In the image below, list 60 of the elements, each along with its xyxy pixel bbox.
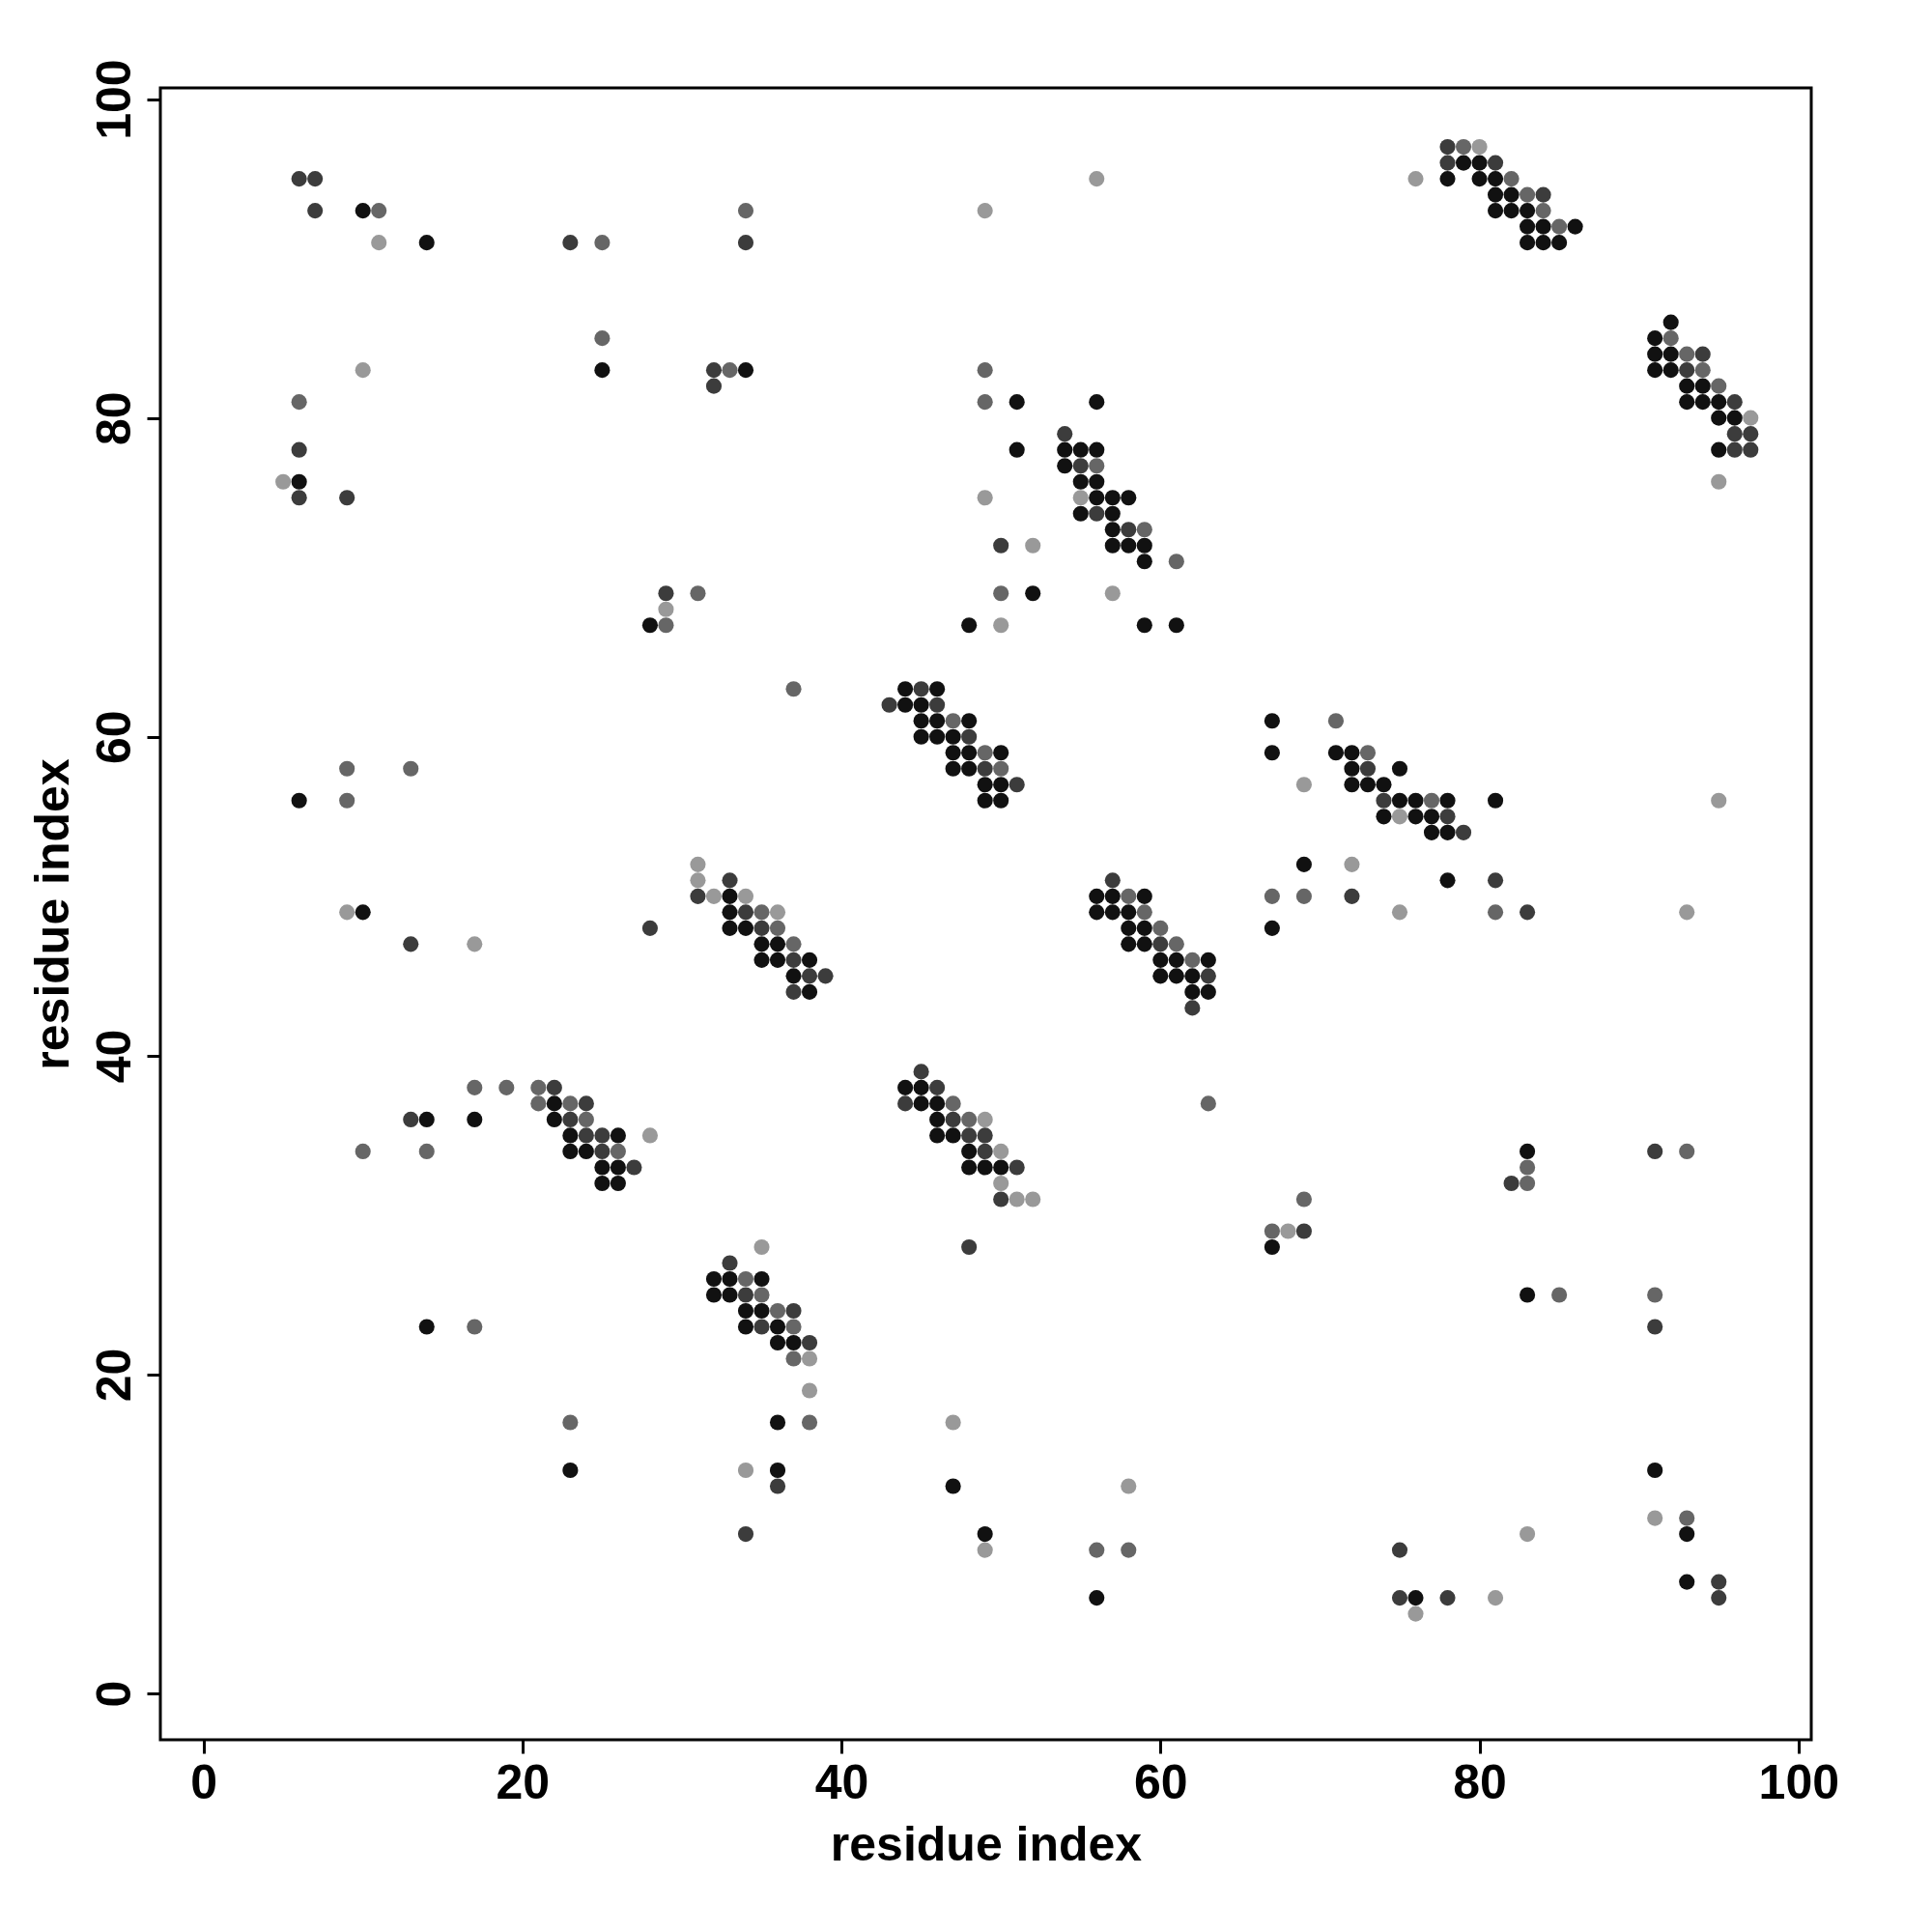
point <box>1743 410 1759 426</box>
point <box>690 856 706 872</box>
point <box>977 490 993 506</box>
point <box>769 904 786 921</box>
point <box>355 362 371 379</box>
point <box>1407 1605 1424 1622</box>
point <box>1647 1510 1663 1526</box>
y-tick-label: 80 <box>86 391 141 445</box>
point <box>690 872 706 889</box>
x-tick-label: 40 <box>814 1754 869 1809</box>
x-tick-label: 0 <box>190 1754 217 1809</box>
point <box>1104 585 1121 602</box>
x-axis-title: residue index <box>830 1816 1143 1871</box>
point <box>339 904 355 921</box>
point <box>1121 1478 1137 1494</box>
point <box>371 235 387 251</box>
point <box>1295 777 1312 793</box>
x-tick-label: 60 <box>1133 1754 1188 1809</box>
y-tick-label: 60 <box>86 710 141 765</box>
x-tick-label: 20 <box>496 1754 551 1809</box>
point <box>801 1350 818 1367</box>
point <box>467 936 483 952</box>
point <box>658 601 674 617</box>
point <box>737 888 754 904</box>
point <box>1520 1526 1536 1543</box>
point <box>737 1463 754 1479</box>
point <box>1391 809 1408 825</box>
point <box>1391 904 1408 921</box>
point <box>977 1542 993 1558</box>
point <box>1025 537 1041 554</box>
point <box>977 1111 993 1127</box>
point <box>1679 904 1695 921</box>
point <box>1488 1590 1504 1606</box>
point <box>1711 473 1727 490</box>
y-tick-label: 0 <box>86 1680 141 1708</box>
point <box>1025 1191 1041 1208</box>
point <box>977 203 993 219</box>
y-tick-label: 100 <box>86 59 141 140</box>
point <box>1344 856 1360 872</box>
point <box>641 1127 658 1144</box>
point <box>993 1175 1009 1191</box>
y-tick-label: 40 <box>86 1029 141 1084</box>
point <box>1089 171 1105 187</box>
point <box>275 473 292 490</box>
x-tick-label: 100 <box>1758 1754 1840 1809</box>
point <box>801 1382 818 1399</box>
point <box>1471 139 1488 156</box>
point <box>945 1414 961 1431</box>
x-tick-label: 80 <box>1453 1754 1507 1809</box>
point <box>1711 792 1727 809</box>
point <box>753 1238 770 1256</box>
point <box>705 888 723 904</box>
point <box>1280 1223 1296 1239</box>
point <box>1009 1191 1025 1208</box>
point <box>993 1143 1009 1159</box>
point <box>1407 171 1424 187</box>
y-tick-label: 20 <box>86 1348 141 1403</box>
y-axis-title: residue index <box>24 758 79 1070</box>
point <box>1072 490 1089 506</box>
point <box>993 617 1009 634</box>
